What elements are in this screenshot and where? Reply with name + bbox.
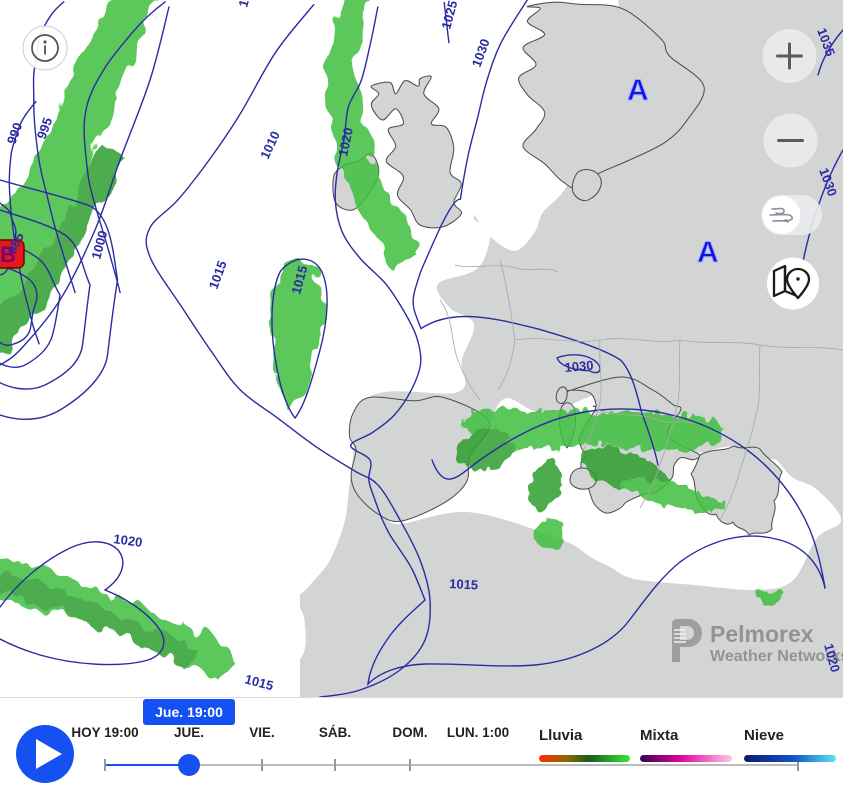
svg-text:HOY 19:00: HOY 19:00 [71,725,138,740]
svg-text:VIE.: VIE. [249,725,275,740]
svg-text:Jue. 19:00: Jue. 19:00 [155,704,223,720]
svg-text:A: A [697,236,719,269]
svg-text:1030: 1030 [564,358,594,375]
svg-text:SÁB.: SÁB. [319,725,351,740]
svg-text:Pelmorex: Pelmorex [710,621,814,647]
svg-text:JUE.: JUE. [174,725,204,740]
svg-text:LUN. 1:00: LUN. 1:00 [447,725,509,740]
svg-text:Mixta: Mixta [640,727,679,744]
svg-text:DOM.: DOM. [392,725,427,740]
svg-text:1015: 1015 [449,576,479,592]
svg-text:Nieve: Nieve [744,727,784,744]
svg-text:A: A [627,74,649,107]
svg-text:Lluvia: Lluvia [539,727,583,744]
